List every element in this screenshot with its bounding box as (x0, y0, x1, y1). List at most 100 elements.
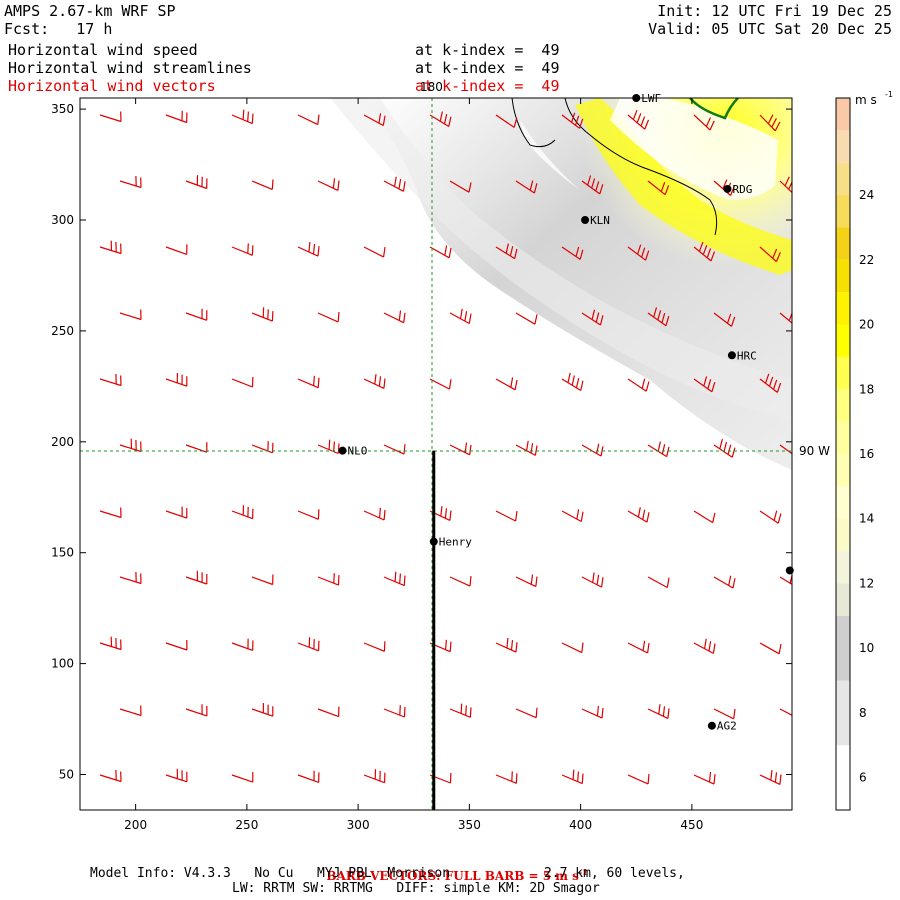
colorbar-level (836, 130, 850, 163)
wind-barb (647, 704, 670, 719)
colorbar-level (836, 551, 850, 584)
wind-barb (779, 573, 792, 586)
wind-barb (297, 637, 320, 652)
wind-barb (231, 376, 254, 388)
station-label: RDG (732, 183, 752, 196)
wind-barb (383, 176, 406, 192)
wind-barb (317, 311, 340, 323)
wind-barb (297, 114, 320, 126)
colorbar-level (836, 680, 850, 746)
model-title: AMPS 2.67-km WRF SP (4, 2, 176, 20)
station-label: LWF (641, 92, 661, 105)
wind-barb (713, 708, 736, 720)
wind-barb (297, 770, 320, 783)
wind-barb (561, 112, 584, 129)
wind-barb (515, 312, 538, 325)
wind-barb (383, 571, 406, 587)
colorbar-level (836, 745, 850, 810)
wind-barb (449, 180, 472, 193)
wind-speed-white-core (610, 98, 778, 200)
barb-vectors-legend: BARB VECTORS: FULL BARB = 5 m s-1 (318, 850, 588, 884)
colorbar-tick-label: 18 (859, 382, 874, 396)
wind-barb (561, 769, 584, 785)
field-label-wind-speed: Horizontal wind speed (8, 41, 198, 59)
wind-barb (449, 703, 472, 718)
wind-barb (119, 705, 142, 717)
x-tick-label: 250 (235, 818, 258, 832)
wind-barb (495, 377, 518, 391)
colorbar-level (836, 389, 850, 422)
wind-barbs (99, 109, 792, 785)
wind-barb (581, 309, 604, 326)
x-tick-label: 350 (458, 818, 481, 832)
colorbar-level (836, 583, 850, 616)
wind-barb (185, 704, 208, 717)
wind-barb (779, 708, 792, 716)
wind-barb (693, 114, 715, 131)
colorbar-level (836, 324, 850, 357)
colorbar-tick-label: 12 (859, 576, 874, 590)
y-tick-label: 150 (51, 546, 74, 560)
wind-barb (561, 509, 584, 523)
wind-barb (363, 113, 386, 127)
station-label: Henry (439, 536, 472, 549)
x-tick-label: 400 (569, 818, 592, 832)
wind-barb (759, 246, 781, 263)
wind-barb (495, 114, 518, 128)
model-info-physics: LW: RRTM SW: RRTMG DIFF: simple KM: 2D S… (232, 881, 600, 896)
model-info: Model Info: V4.3.3 No Cu MYJ PBL Morriso… (90, 866, 685, 881)
forecast-hour: Fcst: 17 h (4, 20, 113, 38)
wind-barb (627, 507, 650, 523)
station-label: KLN (590, 214, 610, 227)
wind-barb (99, 111, 122, 123)
y-axis: 50 100 150 200 250 300 350 (51, 102, 792, 782)
wind-barb (251, 574, 274, 586)
colorbar-level (836, 292, 850, 325)
wind-barb (515, 180, 538, 194)
wind-barb (231, 505, 254, 520)
wind-barb (383, 310, 406, 324)
colorbar-level (836, 421, 850, 454)
wind-barb (581, 443, 604, 457)
x-tick-label: 200 (124, 818, 147, 832)
wind-barb (449, 308, 472, 325)
wind-speed-bright-yellow (575, 98, 792, 275)
x-tick-label: 450 (680, 818, 703, 832)
colorbar-level (836, 615, 850, 681)
field-label-streamlines: Horizontal wind streamlines (8, 59, 252, 77)
wind-barb (647, 576, 670, 589)
wind-speed-light-shading (330, 98, 792, 420)
wind-barb (231, 638, 254, 651)
wind-barb (495, 243, 518, 260)
wind-barb (99, 769, 122, 783)
wind-barb (515, 574, 538, 588)
wind-barb (363, 374, 386, 389)
wind-barb (119, 175, 142, 189)
wind-barb (185, 308, 208, 321)
colorbar-level (836, 227, 850, 260)
barb-vectors-exponent: -1 (578, 867, 588, 877)
wind-barb (449, 442, 472, 456)
map-plot-area (80, 98, 792, 810)
wind-barb (713, 179, 735, 196)
field-level-wind-vectors: at k-index = 49 (415, 77, 560, 95)
wind-barb (363, 769, 386, 784)
wind-barb (581, 572, 604, 588)
valid-time: Valid: 05 UTC Sat 20 Dec 25 (648, 20, 892, 38)
wind-barb (449, 576, 472, 587)
wind-barb (383, 705, 406, 718)
wind-barb (627, 773, 650, 785)
wind-barb (515, 707, 538, 719)
wind-barb (99, 507, 122, 519)
colorbar-tick-label: 14 (859, 512, 874, 526)
stations: LWF RDG KLN HRC NLO Henry AG2 (338, 92, 794, 733)
wind-barb (495, 637, 518, 653)
y-tick-label: 100 (51, 657, 74, 671)
wind-barb (251, 702, 274, 717)
field-level-wind-speed: at k-index = 49 (415, 41, 560, 59)
station-marker (338, 446, 347, 455)
colorbar-tick-label: 22 (859, 253, 874, 267)
colorbar-level (836, 98, 850, 131)
field-label-wind-vectors: Horizontal wind vectors (8, 77, 216, 95)
station-marker (785, 566, 794, 575)
